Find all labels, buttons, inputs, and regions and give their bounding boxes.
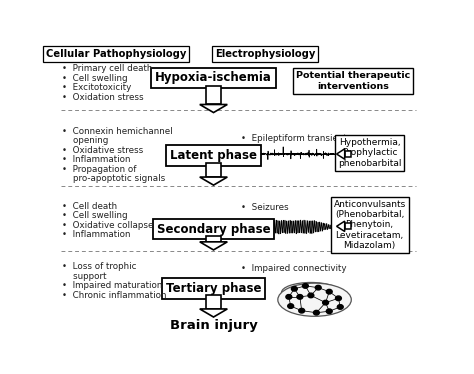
Polygon shape xyxy=(200,242,228,250)
Circle shape xyxy=(337,305,343,309)
Circle shape xyxy=(302,283,308,288)
Bar xyxy=(206,86,221,104)
Text: Hypoxia-ischemia: Hypoxia-ischemia xyxy=(155,71,272,85)
Text: •  Cell death: • Cell death xyxy=(62,202,117,211)
Text: •  Oxidation stress: • Oxidation stress xyxy=(62,93,144,102)
Text: Anticonvulsants
(Phenobarbital,
Phenytoin,
Levetiracetam,
Midazolam): Anticonvulsants (Phenobarbital, Phenytoi… xyxy=(334,200,406,250)
Bar xyxy=(206,236,221,242)
Text: •  Cell swelling: • Cell swelling xyxy=(62,211,128,220)
Text: pro-apoptotic signals: pro-apoptotic signals xyxy=(62,175,165,184)
Text: Cellular Pathophysiology: Cellular Pathophysiology xyxy=(46,49,186,59)
Text: •  Epileptiform transients: • Epileptiform transients xyxy=(241,134,351,142)
Text: •  Impaired maturation: • Impaired maturation xyxy=(62,281,163,290)
Circle shape xyxy=(288,304,293,309)
Text: Electrophysiology: Electrophysiology xyxy=(215,49,315,59)
Text: Latent phase: Latent phase xyxy=(170,149,257,162)
Text: Hypothermia,
Prophylactic
phenobarbital: Hypothermia, Prophylactic phenobarbital xyxy=(338,138,401,168)
Text: •  Loss of trophic: • Loss of trophic xyxy=(62,262,137,271)
Text: •  Chronic inflammation: • Chronic inflammation xyxy=(62,291,167,300)
Polygon shape xyxy=(200,104,228,113)
Text: •  Oxidative collapse: • Oxidative collapse xyxy=(62,221,154,230)
Bar xyxy=(206,295,221,309)
Text: •  Inflammation: • Inflammation xyxy=(62,156,131,165)
Bar xyxy=(206,163,221,177)
Text: Potential therapeutic
interventions: Potential therapeutic interventions xyxy=(296,71,410,91)
Text: •  Seizures: • Seizures xyxy=(241,203,289,212)
Text: •  Excitotoxicity: • Excitotoxicity xyxy=(62,83,131,92)
Text: Tertiary phase: Tertiary phase xyxy=(166,282,261,295)
Text: •  Connexin hemichannel: • Connexin hemichannel xyxy=(62,127,173,136)
Text: •  Impaired connectivity: • Impaired connectivity xyxy=(241,264,346,273)
Circle shape xyxy=(308,293,314,298)
Ellipse shape xyxy=(282,282,340,303)
Text: Brain injury: Brain injury xyxy=(170,319,257,332)
Circle shape xyxy=(297,295,303,299)
Text: •  Primary cell death: • Primary cell death xyxy=(62,64,153,73)
Ellipse shape xyxy=(278,283,351,316)
Circle shape xyxy=(292,286,297,291)
Polygon shape xyxy=(200,309,228,317)
Bar xyxy=(345,151,351,157)
Text: •  Oxidative stress: • Oxidative stress xyxy=(62,146,144,155)
Circle shape xyxy=(286,295,292,299)
Circle shape xyxy=(323,300,328,305)
Polygon shape xyxy=(337,149,345,159)
Text: Secondary phase: Secondary phase xyxy=(157,223,270,236)
Circle shape xyxy=(326,289,332,294)
Circle shape xyxy=(326,309,332,313)
Bar xyxy=(345,223,351,230)
Text: •  Inflammation: • Inflammation xyxy=(62,230,131,239)
Polygon shape xyxy=(337,221,345,232)
Circle shape xyxy=(313,310,319,315)
Text: •  Cell swelling: • Cell swelling xyxy=(62,74,128,83)
Circle shape xyxy=(336,296,341,301)
Circle shape xyxy=(299,309,305,313)
Polygon shape xyxy=(200,177,228,185)
Text: opening: opening xyxy=(62,137,109,145)
Text: •  Propagation of: • Propagation of xyxy=(62,165,137,174)
Circle shape xyxy=(315,285,321,290)
Text: support: support xyxy=(62,272,107,281)
